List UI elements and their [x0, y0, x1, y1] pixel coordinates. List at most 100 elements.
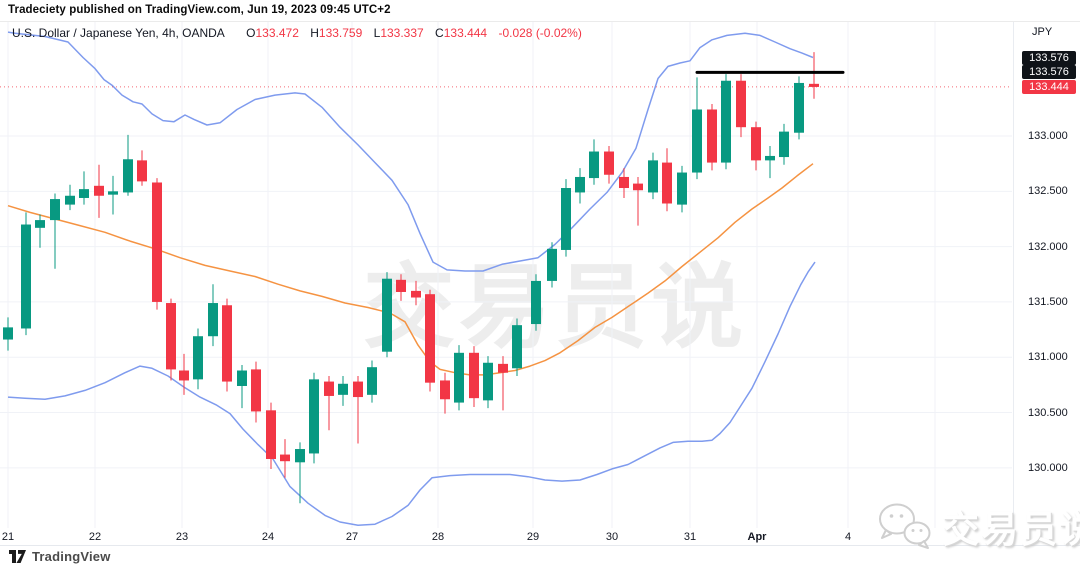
ohlc-low-value: 133.337 [380, 26, 424, 40]
candle-up [483, 362, 493, 401]
candle-up [589, 151, 599, 179]
price-axis-border [1013, 21, 1014, 545]
time-tick-label: Apr [747, 531, 767, 543]
candle-up [512, 325, 522, 369]
candle-up [50, 199, 60, 221]
candle-down [222, 305, 232, 382]
candle-down [280, 454, 290, 462]
tradingview-logo-text: TradingView [32, 549, 111, 564]
candle-up [79, 189, 89, 198]
candle-down [707, 109, 717, 163]
candle-up [108, 191, 118, 195]
price-tick-label: 131.500 [1028, 295, 1068, 308]
candle-up [648, 160, 658, 193]
candle-down [324, 381, 334, 396]
ohlc-high-label: H [310, 26, 319, 40]
candle-down [353, 381, 363, 398]
tradingview-logo[interactable]: TradingView [8, 549, 111, 564]
candle-down [179, 370, 189, 381]
bollinger-upper-band [7, 31, 814, 272]
candle-up [794, 82, 804, 133]
candle-up [123, 159, 133, 193]
candle-up [295, 449, 305, 463]
ohlc-open-value: 133.472 [255, 26, 299, 40]
candle-down [411, 290, 421, 298]
time-tick-label: 29 [526, 531, 540, 543]
change-value: -0.028 (-0.02%) [498, 26, 582, 40]
candle-up [237, 370, 247, 386]
candle-down [152, 182, 162, 302]
candle-up [367, 367, 377, 395]
time-tick-label: 21 [1, 531, 15, 543]
candle-up [575, 176, 585, 193]
publish-bar: Tradeciety published on TradingView.com,… [0, 0, 1080, 22]
candle-down [440, 380, 450, 400]
candle-up [21, 224, 31, 329]
candle-down [619, 176, 629, 189]
candle-up [721, 80, 731, 163]
price-tick-label: 130.000 [1028, 461, 1068, 474]
ohlc-close-value: 133.444 [443, 26, 488, 40]
candle-down [425, 294, 435, 383]
candle-up [561, 188, 571, 250]
price-tick-label: 132.000 [1028, 240, 1068, 253]
candle-down [633, 183, 643, 191]
line-price-badge: 133.576 [1022, 65, 1076, 80]
ohlc-open-label: O [246, 26, 256, 40]
price-axis[interactable]: JPY 133.000 132.500 132.000 131.500 131.000 1… [1014, 21, 1080, 545]
candle-up [382, 278, 392, 352]
candle-down [604, 151, 614, 175]
candle-up [193, 336, 203, 380]
candle-down [137, 160, 147, 182]
candle-down [251, 369, 261, 412]
candle-down [396, 279, 406, 292]
time-tick-label: 23 [175, 531, 189, 543]
candle-up [677, 172, 687, 205]
time-axis[interactable]: 21 22 23 24 27 28 29 30 31 Apr 4 [0, 528, 1013, 545]
bollinger-lower-band [7, 261, 816, 527]
candle-down [498, 363, 508, 373]
candle-up [692, 109, 702, 173]
candle-down [469, 352, 479, 399]
time-tick-label: 24 [261, 531, 275, 543]
time-tick-label: 30 [605, 531, 619, 543]
time-tick-label: 28 [431, 531, 445, 543]
line-price-badge: 133.576 [1022, 51, 1076, 66]
bottom-watermark-text: 交易员说 [942, 509, 1080, 550]
time-tick-label: 27 [345, 531, 359, 543]
last-price-badge: 133.444 [1022, 79, 1076, 94]
candle-up [3, 327, 13, 340]
wechat-icon [879, 503, 931, 549]
candle-up [35, 220, 45, 228]
time-tick-label: 22 [88, 531, 102, 543]
candle-up [208, 303, 218, 337]
symbol-title[interactable]: U.S. Dollar / Japanese Yen, 4h, OANDA [12, 26, 225, 40]
candle-down [166, 303, 176, 370]
symbol-bar: U.S. Dollar / Japanese Yen, 4h, OANDA O1… [12, 26, 582, 40]
price-tick-label: 131.000 [1028, 351, 1068, 364]
ohlc-low-label: L [373, 26, 381, 40]
tradingview-logo-icon [9, 550, 26, 563]
candle-up [309, 379, 319, 454]
bottom-watermark: 交易员说 [872, 495, 1080, 557]
candle-down [736, 80, 746, 128]
ohlc-close-label: C [435, 26, 444, 40]
candle-down [94, 185, 104, 196]
candle-up [338, 383, 348, 395]
publish-line: Tradeciety published on TradingView.com,… [8, 4, 391, 16]
price-tick-label: 130.500 [1028, 406, 1068, 419]
time-tick-label: 31 [683, 531, 697, 543]
candle-up [531, 280, 541, 325]
candle-down [751, 127, 761, 161]
currency-label: JPY [1032, 26, 1053, 38]
candle-down [662, 162, 672, 204]
time-tick-label: 4 [844, 531, 852, 543]
price-tick-label: 133.000 [1028, 130, 1068, 143]
candle-up [765, 155, 775, 161]
candle-down [266, 410, 276, 459]
bollinger-basis-line [7, 163, 814, 376]
candle-up [65, 195, 75, 205]
ohlc-high-value: 133.759 [318, 26, 363, 40]
candle-up [547, 248, 557, 281]
